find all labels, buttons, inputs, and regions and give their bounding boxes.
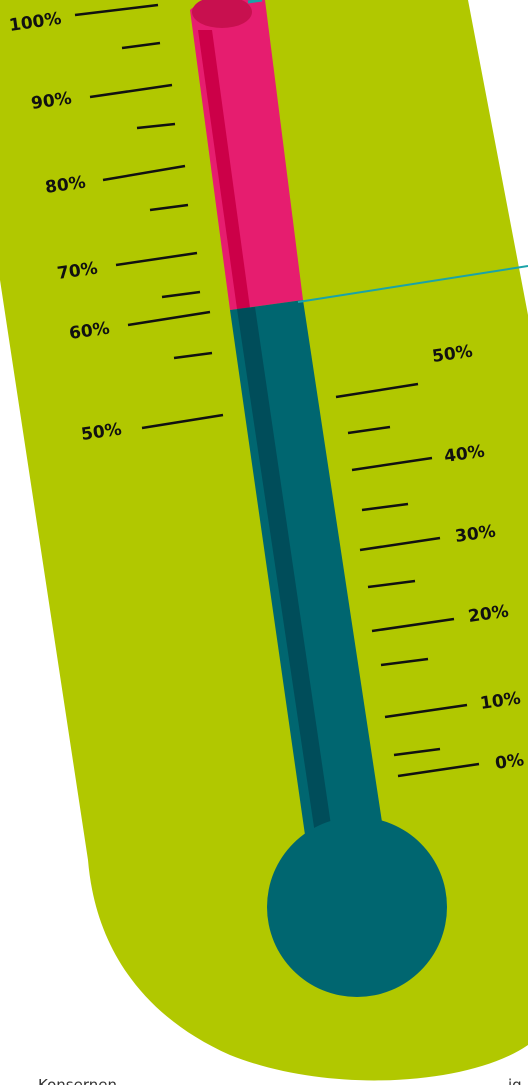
tick xyxy=(361,502,409,512)
tick xyxy=(359,536,441,552)
tick xyxy=(397,762,480,778)
tube-upper-shade xyxy=(198,30,250,309)
scale-label: 0% xyxy=(494,750,525,774)
tick xyxy=(393,747,441,757)
tick xyxy=(173,351,213,360)
tick xyxy=(335,382,419,399)
tick xyxy=(367,579,416,589)
tick xyxy=(380,657,429,667)
right-ticks xyxy=(335,382,480,778)
tick xyxy=(384,703,468,719)
tube-lower-shade xyxy=(237,307,332,834)
tick xyxy=(351,456,433,472)
left-ticks xyxy=(74,3,224,430)
tick xyxy=(136,122,176,130)
tick xyxy=(89,83,173,99)
level-pointer xyxy=(297,265,528,303)
tick xyxy=(115,251,198,267)
tube-top xyxy=(192,0,252,28)
tick xyxy=(161,290,201,299)
tick xyxy=(127,310,211,327)
footer-text: Konsernen xyxy=(38,1076,117,1085)
footer-text: ig xyxy=(508,1076,522,1085)
tick xyxy=(347,425,391,435)
bulb xyxy=(267,817,447,997)
tick xyxy=(102,164,186,182)
tick xyxy=(141,413,224,430)
tick xyxy=(149,203,189,212)
top-pointer xyxy=(247,0,263,4)
tick xyxy=(74,3,159,17)
tick xyxy=(121,41,161,50)
tick xyxy=(371,617,455,633)
